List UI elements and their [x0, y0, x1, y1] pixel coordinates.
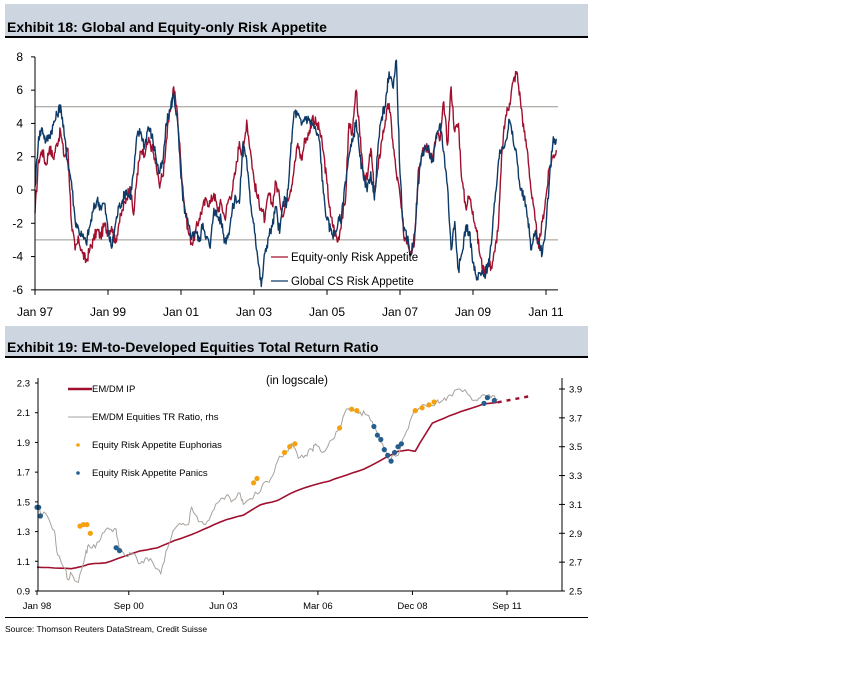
axes: 2.3 2.1 1.9 1.7 1.5 1.3 1.1 0.9 3.9 3.7 3.5 3.3 3.1 2…	[17, 378, 582, 612]
y-tick-label: -2	[12, 216, 23, 230]
y-tick-label-right: 2.9	[569, 529, 582, 540]
y-tick-label-left: 1.3	[17, 527, 30, 538]
panic-point	[116, 548, 123, 554]
risk-appetite-chart: 8 6 4 2 0 -2 -4 -6 Jan 97 Jan 99 Jan 01 Jan 03 Jan 0…	[12, 50, 564, 319]
y-tick-label: 0	[16, 183, 23, 197]
y-tick-label-left: 1.1	[17, 557, 30, 568]
euphoria-point	[254, 475, 260, 482]
x-tick-label: Jan 97	[17, 305, 53, 319]
x-tick-label: Jan 01	[163, 305, 199, 319]
tr-ratio-line	[36, 388, 498, 583]
euphoria-point	[431, 399, 437, 405]
euphoria-point	[426, 402, 432, 408]
y-tick-label-right: 2.5	[569, 587, 582, 598]
y-tick-label-right: 2.7	[569, 558, 582, 569]
y-tick-label-right: 3.3	[569, 471, 582, 482]
x-tick-label: Jan 11	[528, 305, 563, 319]
x-tick-label: Mar 06	[303, 601, 333, 612]
legend-label: Global CS Risk Appetite	[291, 276, 414, 288]
bottom-rule	[5, 617, 588, 618]
y-tick-label-left: 1.7	[17, 468, 30, 479]
euphoria-point	[281, 449, 288, 456]
series-lines	[34, 59, 557, 288]
legend: (in logscale) EM/DM IP EM/DM Equities TR R…	[68, 375, 328, 479]
euphoria-point	[349, 406, 355, 412]
euphoria-point	[84, 522, 90, 528]
exhibit-18-header: Exhibit 18: Global and Equity-only Risk …	[5, 4, 588, 38]
y-tick-label-left: 0.9	[17, 587, 30, 598]
series-line-global-cs	[34, 59, 557, 288]
y-tick-label: -4	[12, 250, 23, 264]
panic-point	[395, 444, 401, 450]
panic-point	[37, 513, 44, 519]
y-tick-label: 6	[16, 83, 23, 97]
panic-point	[374, 432, 380, 438]
euphoria-point	[419, 405, 425, 411]
x-tick-label: Dec 08	[397, 601, 427, 612]
y-tick-label-right: 3.9	[569, 385, 582, 396]
x-tick-label: Jan 07	[382, 305, 418, 319]
x-tick-label: Jan 03	[236, 305, 272, 319]
ip-line	[36, 401, 498, 570]
y-tick-label: 4	[16, 116, 23, 130]
panic-point	[385, 452, 391, 458]
panic-point	[398, 441, 404, 447]
panic-point	[491, 397, 497, 404]
y-tick-label-left: 1.9	[17, 438, 30, 449]
panic-point	[392, 449, 398, 456]
y-tick-label: 8	[16, 50, 23, 64]
legend-label: Equity Risk Appetite Euphorias	[92, 440, 222, 451]
exhibit-19-title: Exhibit 19: EM-to-Developed Equities Tot…	[7, 339, 379, 355]
y-tick-label-left: 2.1	[17, 408, 30, 419]
panic-point	[381, 447, 387, 453]
y-tick-label: 2	[16, 150, 23, 164]
logscale-annotation: (in logscale)	[266, 375, 328, 387]
x-tick-label: Jan 05	[309, 305, 345, 319]
series-line-equity-only	[34, 70, 557, 278]
legend: Equity-only Risk Appetite Global CS Risk …	[271, 252, 418, 288]
euphoria-point	[287, 444, 293, 450]
euphoria-point	[251, 480, 257, 486]
source-note: Source: Thomson Reuters DataStream, Cred…	[5, 624, 208, 634]
panic-point	[388, 458, 394, 464]
euphoria-point	[87, 530, 93, 536]
euphoria-point	[354, 408, 360, 414]
euphoria-point	[292, 441, 298, 447]
legend-label: Equity Risk Appetite Panics	[92, 468, 208, 479]
exhibit-19-header: Exhibit 19: EM-to-Developed Equities Tot…	[5, 326, 588, 358]
x-tick-label: Jan 99	[90, 305, 126, 319]
y-tick-label: -6	[12, 283, 23, 297]
legend-label: EM/DM Equities TR Ratio, rhs	[92, 412, 219, 423]
x-tick-label: Sep 11	[492, 601, 521, 612]
y-tick-label-left: 2.3	[17, 379, 30, 390]
panic-point	[378, 436, 384, 443]
x-tick-label: Jan 98	[23, 601, 52, 612]
euphoria-point	[412, 408, 418, 414]
panic-point	[113, 545, 119, 551]
legend-label: EM/DM IP	[92, 384, 135, 395]
panic-point	[36, 504, 42, 510]
euphoria-point	[337, 425, 343, 431]
panic-point	[484, 395, 490, 401]
ip-forecast-line	[497, 395, 529, 404]
panic-point	[481, 400, 487, 406]
legend-swatch-euphoria	[76, 443, 80, 447]
x-tick-label: Jan 09	[455, 305, 491, 319]
axes: 8 6 4 2 0 -2 -4 -6 Jan 97 Jan 99 Jan 01 Jan 03 Jan 0…	[12, 50, 564, 319]
x-tick-label: Sep 00	[114, 601, 144, 612]
y-tick-label-right: 3.5	[569, 442, 582, 453]
y-tick-label-right: 3.1	[569, 500, 582, 511]
x-tick-label: Jun 03	[209, 601, 238, 612]
exhibit-18-title: Exhibit 18: Global and Equity-only Risk …	[7, 19, 327, 35]
panic-point	[371, 423, 377, 430]
legend-label: Equity-only Risk Appetite	[291, 252, 418, 264]
y-tick-label-left: 1.5	[17, 497, 30, 508]
y-tick-label-right: 3.7	[569, 413, 582, 424]
legend-swatch-panic	[76, 471, 80, 475]
